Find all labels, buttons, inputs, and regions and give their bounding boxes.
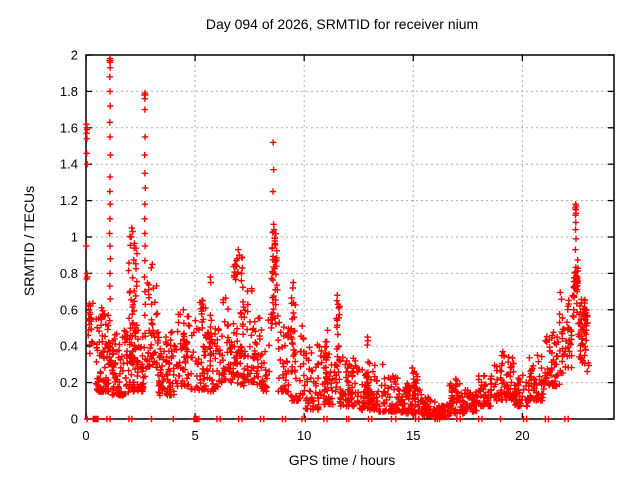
y-tick-label: 1.6 (60, 120, 78, 135)
y-tick-label: 0.6 (60, 302, 78, 317)
y-tick-label: 0.4 (60, 339, 78, 354)
data-points (83, 55, 592, 423)
y-tick-label: 0 (71, 412, 78, 427)
x-axis-label: GPS time / hours (288, 452, 396, 468)
x-tick-label: 10 (297, 428, 311, 443)
y-tick-label: 0.8 (60, 266, 78, 281)
y-tick-label: 1.4 (60, 157, 78, 172)
y-tick-label: 0.2 (60, 375, 78, 390)
chart-title: Day 094 of 2026, SRMTID for receiver niu… (205, 16, 479, 32)
x-tick-label: 20 (515, 428, 529, 443)
x-tick-label: 0 (82, 428, 89, 443)
y-axis-label: SRMTID / TECUs (21, 185, 37, 297)
y-tick-label: 1.8 (60, 84, 78, 99)
x-tick-label: 5 (191, 428, 198, 443)
x-tick-label: 15 (406, 428, 420, 443)
y-tick-label: 1.2 (60, 193, 78, 208)
y-tick-label: 1 (71, 230, 78, 245)
y-tick-label: 2 (71, 48, 78, 63)
